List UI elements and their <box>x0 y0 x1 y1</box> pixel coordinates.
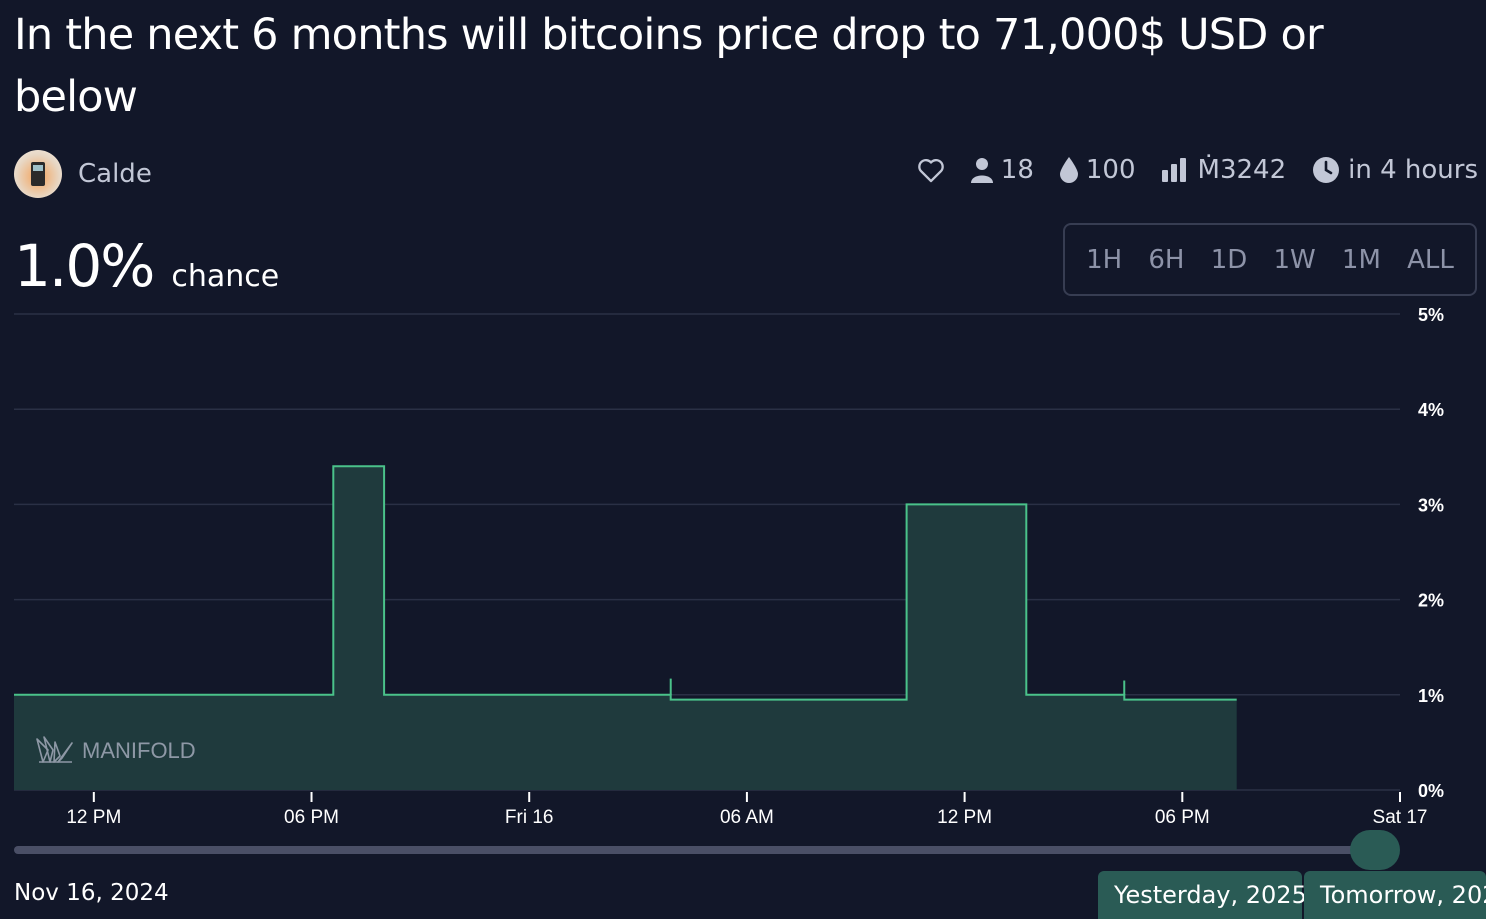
manifold-watermark: MANIFOLD <box>36 736 196 763</box>
y-tick-label: 4% <box>1418 400 1444 420</box>
probability-value: 1.0% <box>14 232 155 300</box>
manifold-logo-icon <box>36 736 73 763</box>
like-button[interactable] <box>917 157 945 183</box>
probability-chart[interactable]: 12 PM 06 PM Fri 16 06 AM 12 PM 06 PM Sat 17 0%… <box>0 300 1486 830</box>
avatar[interactable] <box>14 150 62 198</box>
time-range-selector: 1H 6H 1D 1W 1M ALL <box>1063 223 1477 296</box>
traders-stat[interactable]: 18 <box>970 155 1034 185</box>
user-icon <box>970 158 993 183</box>
x-tick-label: 06 PM <box>1155 807 1210 828</box>
heart-icon[interactable] <box>917 157 945 183</box>
watermark-text: MANIFOLD <box>82 738 196 763</box>
y-tick-label: 0% <box>1418 781 1444 801</box>
close-time-stat[interactable]: in 4 hours <box>1312 155 1478 185</box>
tag-yesterday[interactable]: Yesterday, 2025 <box>1098 871 1307 919</box>
x-tick-label: 12 PM <box>66 807 121 828</box>
liquidity-amount: 100 <box>1085 155 1136 185</box>
close-time: in 4 hours <box>1348 155 1478 185</box>
y-tick-label: 2% <box>1418 591 1444 611</box>
bar-chart-icon <box>1161 158 1186 182</box>
probability-label: chance <box>171 259 280 294</box>
market-title: In the next 6 months will bitcoins price… <box>14 10 1324 122</box>
x-tick-label: Fri 16 <box>505 807 554 828</box>
clock-icon <box>1313 157 1340 183</box>
traders-count: 18 <box>1000 155 1034 185</box>
range-1d-button[interactable]: 1D <box>1210 244 1248 275</box>
probability-line <box>14 465 1237 701</box>
range-1h-button[interactable]: 1H <box>1086 244 1123 275</box>
creator-name[interactable]: Calde <box>78 159 152 189</box>
probability-area <box>14 466 1237 790</box>
x-tick-label: 06 PM <box>284 807 339 828</box>
tag-tomorrow[interactable]: Tomorrow, 2025 <box>1304 871 1486 919</box>
x-tick-label: 06 AM <box>720 807 774 828</box>
x-tick-label: Sat 17 <box>1373 807 1428 828</box>
scrubber-start-date: Nov 16, 2024 <box>14 880 169 906</box>
time-scrubber-handle[interactable] <box>1350 830 1400 870</box>
range-6h-button[interactable]: 6H <box>1148 244 1185 275</box>
range-1m-button[interactable]: 1M <box>1341 244 1381 275</box>
x-tick-label: 12 PM <box>937 807 992 828</box>
y-tick-label: 5% <box>1418 305 1444 325</box>
volume-amount: Ṁ3242 <box>1197 155 1287 185</box>
range-1w-button[interactable]: 1W <box>1273 244 1316 275</box>
probability-display: 1.0% chance <box>14 232 279 300</box>
y-tick-label: 3% <box>1418 495 1444 515</box>
range-all-button[interactable]: ALL <box>1407 244 1454 275</box>
volume-stat[interactable]: Ṁ3242 <box>1161 155 1287 185</box>
liquidity-stat[interactable]: 100 <box>1059 155 1136 185</box>
y-tick-label: 1% <box>1418 686 1444 706</box>
creator[interactable]: Calde <box>14 150 152 198</box>
droplet-icon <box>1059 157 1078 183</box>
market-stats: 18 100 Ṁ3242 in 4 hours <box>917 155 1478 185</box>
time-scrubber-track[interactable] <box>14 846 1384 854</box>
